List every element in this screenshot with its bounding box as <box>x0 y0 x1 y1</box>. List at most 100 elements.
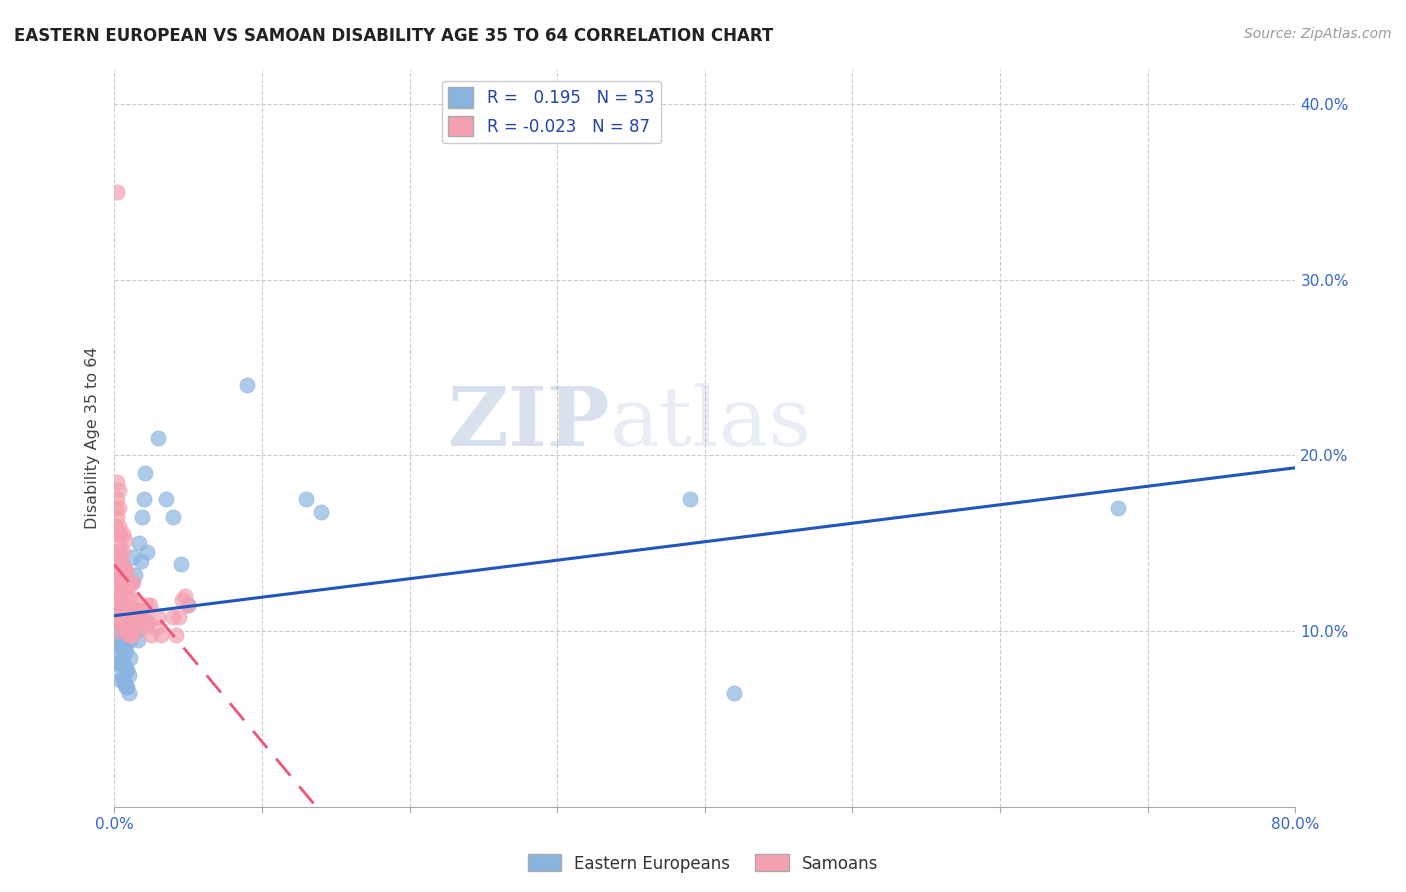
Point <box>112 615 135 630</box>
Point <box>122 615 145 630</box>
Point <box>112 527 135 541</box>
Point <box>129 603 152 617</box>
Point <box>138 598 160 612</box>
Point <box>114 533 136 547</box>
Point <box>131 621 153 635</box>
Point <box>125 624 148 639</box>
Point <box>120 650 142 665</box>
Point <box>177 598 200 612</box>
Point <box>112 656 135 670</box>
Point <box>110 632 132 647</box>
Point <box>132 492 155 507</box>
Point <box>107 536 129 550</box>
Point <box>105 475 128 489</box>
Point <box>114 615 136 630</box>
Point <box>115 615 138 630</box>
Point <box>108 656 131 670</box>
Point <box>127 632 149 647</box>
Point <box>112 580 135 594</box>
Point <box>172 592 194 607</box>
Point <box>117 624 139 639</box>
Point <box>118 668 141 682</box>
Point <box>108 545 131 559</box>
Point <box>114 580 136 594</box>
Point <box>679 492 702 507</box>
Point <box>108 634 131 648</box>
Point <box>105 610 128 624</box>
Point <box>169 558 191 572</box>
Point <box>122 574 145 589</box>
Point <box>117 603 139 617</box>
Point <box>108 673 131 688</box>
Point <box>105 580 128 594</box>
Point <box>120 628 142 642</box>
Point <box>104 518 127 533</box>
Point <box>167 610 190 624</box>
Point <box>122 592 145 607</box>
Point <box>162 610 184 624</box>
Point <box>110 650 132 665</box>
Point <box>165 628 187 642</box>
Point <box>115 645 138 659</box>
Point <box>107 589 129 603</box>
Point <box>120 607 142 621</box>
Point <box>135 598 157 612</box>
Point <box>120 592 142 607</box>
Point <box>121 574 143 589</box>
Point <box>128 610 150 624</box>
Point <box>107 501 129 516</box>
Point <box>107 624 129 639</box>
Point <box>104 554 127 568</box>
Point <box>174 589 197 603</box>
Point <box>105 563 128 577</box>
Point <box>125 603 148 617</box>
Legend: R =   0.195   N = 53, R = -0.023   N = 87: R = 0.195 N = 53, R = -0.023 N = 87 <box>441 80 661 143</box>
Point <box>104 501 127 516</box>
Point <box>112 673 135 688</box>
Point <box>129 554 152 568</box>
Point <box>105 638 128 652</box>
Point <box>148 610 170 624</box>
Point <box>134 466 156 480</box>
Point <box>134 615 156 630</box>
Point <box>105 624 128 639</box>
Y-axis label: Disability Age 35 to 64: Disability Age 35 to 64 <box>86 346 100 529</box>
Point <box>115 663 138 677</box>
Point <box>107 554 129 568</box>
Point <box>105 492 128 507</box>
Point <box>114 641 136 656</box>
Point <box>135 545 157 559</box>
Point <box>121 603 143 617</box>
Point <box>309 505 332 519</box>
Point <box>115 563 138 577</box>
Point <box>107 518 129 533</box>
Point <box>112 603 135 617</box>
Point <box>105 545 128 559</box>
Point <box>124 607 146 621</box>
Point <box>148 431 170 445</box>
Point <box>131 509 153 524</box>
Point <box>118 686 141 700</box>
Point <box>112 638 135 652</box>
Point <box>115 598 138 612</box>
Point <box>136 615 159 630</box>
Point <box>104 632 127 647</box>
Point <box>145 621 167 635</box>
Point <box>112 563 135 577</box>
Text: EASTERN EUROPEAN VS SAMOAN DISABILITY AGE 35 TO 64 CORRELATION CHART: EASTERN EUROPEAN VS SAMOAN DISABILITY AG… <box>14 27 773 45</box>
Point <box>107 483 129 498</box>
Point <box>115 580 138 594</box>
Point <box>105 509 128 524</box>
Point <box>112 545 135 559</box>
Point <box>105 185 128 199</box>
Point <box>110 598 132 612</box>
Point <box>114 563 136 577</box>
Point <box>104 545 127 559</box>
Point <box>108 610 131 624</box>
Point <box>105 527 128 541</box>
Point <box>107 615 129 630</box>
Point <box>127 615 149 630</box>
Point <box>104 589 127 603</box>
Point <box>117 663 139 677</box>
Point <box>115 681 138 695</box>
